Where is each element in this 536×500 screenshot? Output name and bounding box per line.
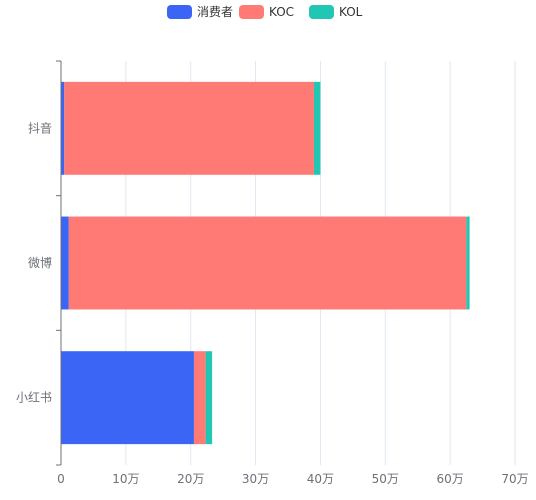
- bars: [61, 81, 470, 445]
- legend-swatch: [239, 5, 264, 19]
- x-tick-label: 70万: [501, 472, 528, 486]
- legend-item[interactable]: KOL: [309, 5, 363, 19]
- bar-segment[interactable]: [313, 81, 321, 175]
- bar-segment[interactable]: [61, 81, 65, 175]
- bar-segment[interactable]: [61, 216, 69, 310]
- bar-segment[interactable]: [68, 216, 467, 310]
- x-tick-label: 10万: [112, 472, 139, 486]
- bar-segment[interactable]: [193, 351, 206, 445]
- x-tick-label: 0: [57, 472, 65, 486]
- x-tick-label: 30万: [242, 472, 269, 486]
- x-axis: 0 10万 20万 30万 40万 50万 60万 70万: [57, 472, 528, 486]
- legend-swatch: [309, 5, 334, 19]
- legend-item[interactable]: 消费者: [167, 5, 233, 19]
- legend-label: 消费者: [197, 5, 233, 19]
- y-tick-label: 微博: [28, 255, 52, 270]
- y-tick-label: 抖音: [28, 120, 52, 135]
- bar-segment[interactable]: [64, 81, 314, 175]
- legend-label: KOL: [339, 5, 363, 19]
- bar-segment[interactable]: [61, 351, 194, 445]
- legend: 消费者 KOC KOL: [167, 5, 363, 19]
- y-tick-label: 小红书: [16, 390, 52, 405]
- x-tick-label: 20万: [177, 472, 204, 486]
- bar-segment[interactable]: [466, 216, 470, 310]
- x-tick-label: 40万: [307, 472, 334, 486]
- legend-item[interactable]: KOC: [239, 5, 294, 19]
- x-tick-label: 60万: [437, 472, 464, 486]
- legend-label: KOC: [269, 5, 294, 19]
- legend-swatch: [167, 5, 192, 19]
- bar-segment[interactable]: [205, 351, 213, 445]
- x-tick-label: 50万: [372, 472, 399, 486]
